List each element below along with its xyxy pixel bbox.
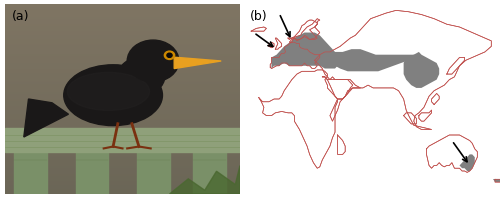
Bar — [14, 147, 48, 194]
Polygon shape — [174, 57, 221, 69]
Polygon shape — [332, 49, 422, 71]
Circle shape — [167, 53, 172, 57]
Circle shape — [127, 40, 179, 82]
Bar — [136, 147, 170, 194]
Bar — [76, 147, 108, 194]
Polygon shape — [24, 99, 68, 137]
Bar — [193, 147, 226, 194]
Circle shape — [164, 51, 174, 59]
Polygon shape — [457, 154, 475, 171]
Polygon shape — [170, 166, 240, 194]
Bar — [5, 128, 240, 152]
Polygon shape — [404, 55, 439, 88]
Text: (a): (a) — [12, 10, 29, 23]
Polygon shape — [272, 32, 347, 69]
Ellipse shape — [64, 65, 162, 126]
Polygon shape — [492, 179, 500, 182]
Ellipse shape — [118, 57, 165, 95]
Text: (b): (b) — [250, 10, 268, 23]
Ellipse shape — [68, 72, 150, 110]
